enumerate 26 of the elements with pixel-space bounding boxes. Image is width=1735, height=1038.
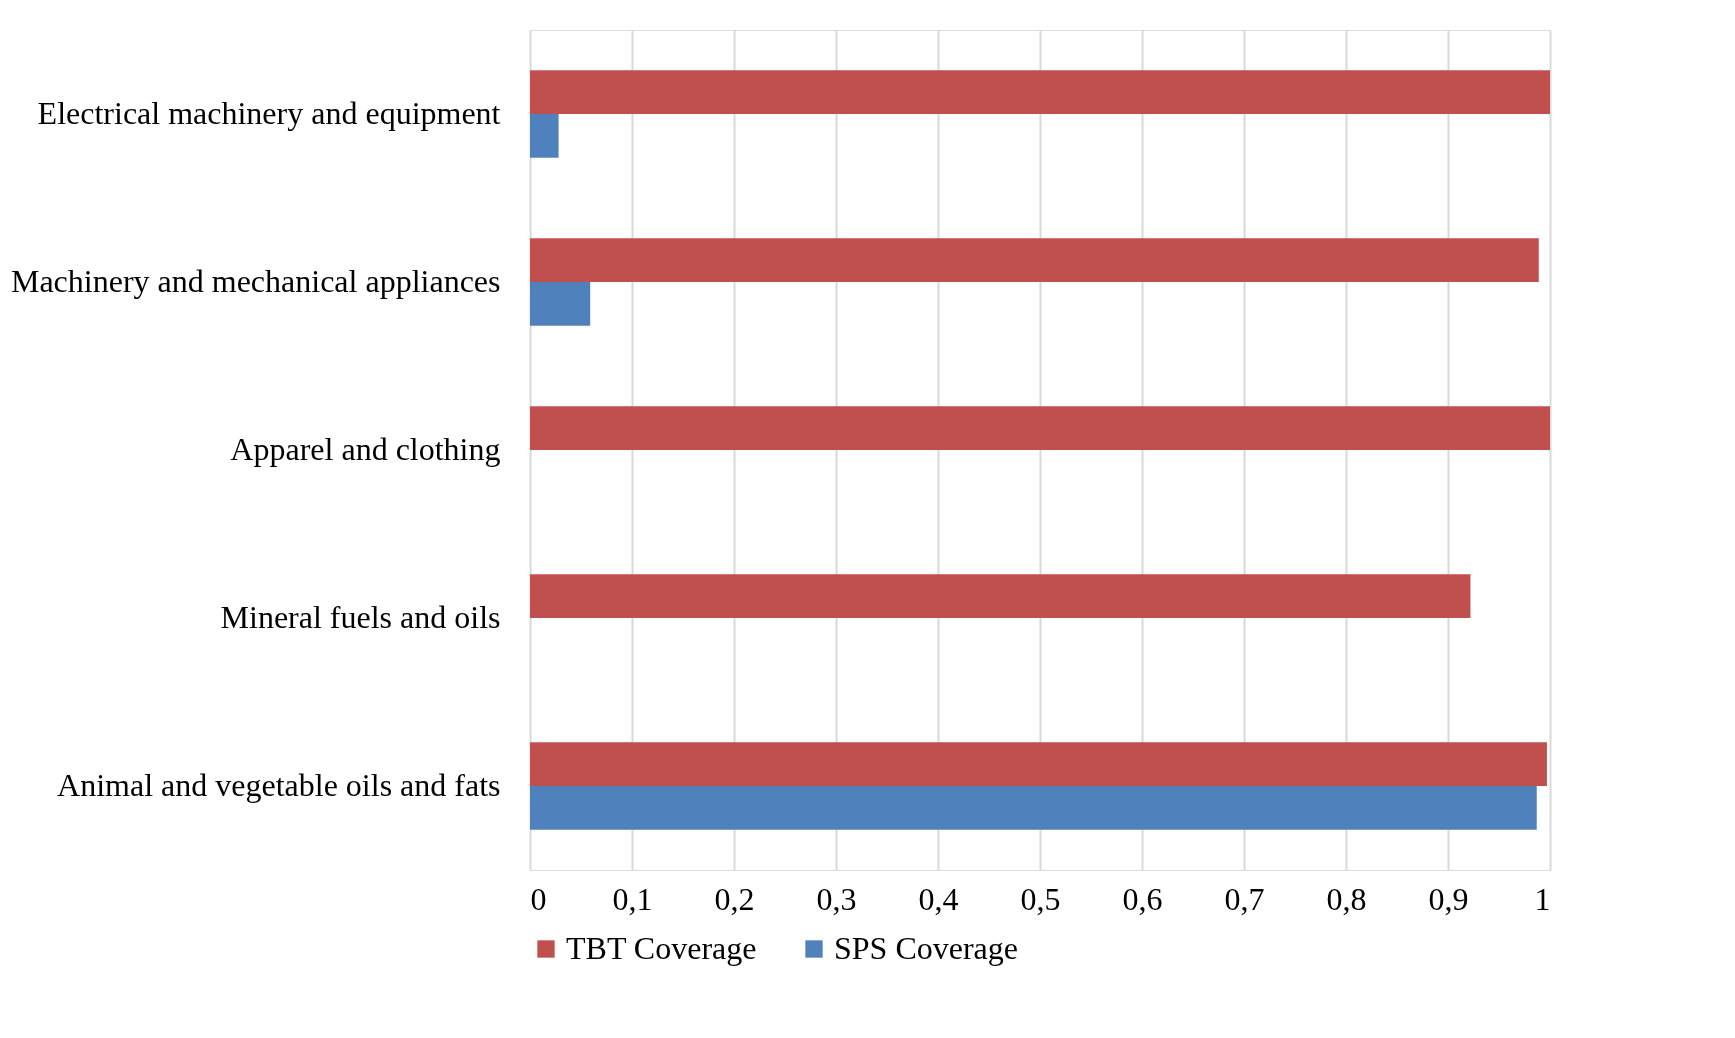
- x-tick-label: 0,4: [918, 880, 959, 917]
- y-tick-label: Electrical machinery and equipment: [37, 95, 501, 131]
- y-tick-label: Mineral fuels and oils: [220, 599, 501, 635]
- x-tick-label: 0,5: [1020, 880, 1061, 917]
- x-tick-label: 1: [1534, 880, 1551, 917]
- y-tick-label: Animal and vegetable oils and fats: [57, 767, 501, 803]
- x-tick-label: 0,3: [816, 880, 857, 917]
- x-tick-label: 0,1: [612, 880, 653, 917]
- bar: [530, 406, 1550, 450]
- x-tick-label: 0,2: [714, 880, 755, 917]
- x-tick-label: 0,6: [1122, 880, 1163, 917]
- legend-label: SPS Coverage: [834, 930, 1018, 966]
- x-tick-label: 0,8: [1326, 880, 1367, 917]
- bar: [530, 238, 1539, 282]
- legend-label: TBT Coverage: [566, 930, 757, 966]
- bar: [530, 742, 1547, 786]
- bar: [530, 70, 1550, 114]
- x-tick-label: 0,7: [1224, 880, 1265, 917]
- bar: [530, 786, 1537, 830]
- bar: [530, 574, 1471, 618]
- x-tick-label: 0: [530, 880, 547, 917]
- x-tick-label: 0,9: [1428, 880, 1469, 917]
- y-tick-label: Machinery and mechanical appliances: [10, 263, 501, 299]
- y-tick-label: Apparel and clothing: [230, 431, 501, 467]
- bar: [530, 114, 559, 158]
- bar: [530, 282, 591, 326]
